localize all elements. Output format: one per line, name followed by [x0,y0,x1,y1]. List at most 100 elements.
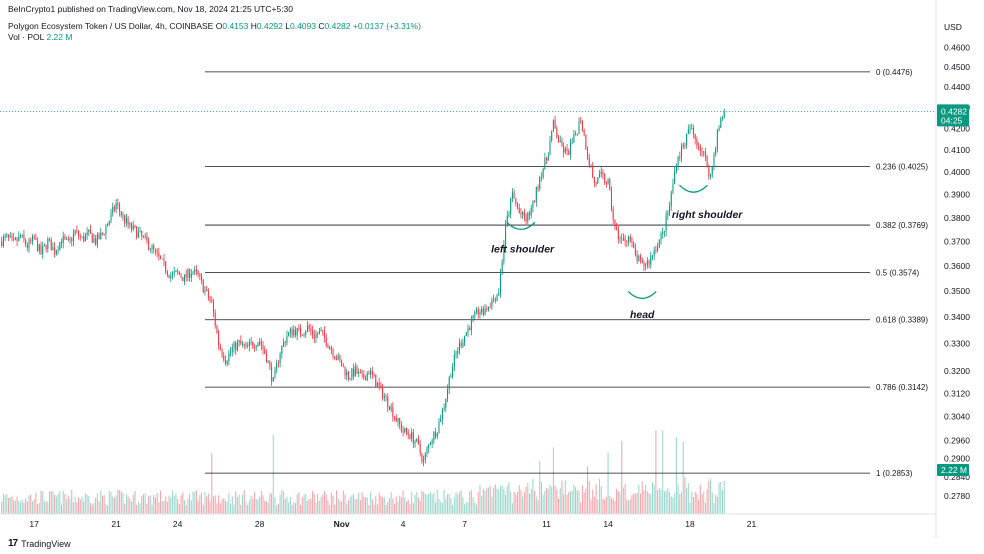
volume-bar [694,492,696,514]
volume-bar [371,499,373,514]
volume-bar [382,497,384,514]
volume-bar [472,497,474,514]
candle-body [617,229,619,240]
volume-bar [238,494,240,514]
candle-body [214,312,216,326]
candle-body [457,350,459,354]
price-axis[interactable]: 0.46000.45000.44000.43000.42000.41000.40… [944,43,970,502]
volume-bar [679,494,681,514]
volume-bar [423,492,425,514]
candle-body [677,156,679,167]
x-tick-label: 24 [173,519,183,529]
candle-body [600,171,602,174]
candle-body [643,262,645,267]
volume-bar [59,491,61,514]
volume-bar [481,495,483,514]
volume-bar [616,488,618,514]
volume-bar [505,494,507,514]
candle-body [30,240,32,242]
volume-bar [517,491,519,514]
candle-body [440,419,442,422]
candle-body [539,177,541,189]
candle-body [631,241,633,243]
volume-bar [305,493,307,514]
volume-bar [421,490,423,514]
candle-body [508,214,510,216]
candle-body [33,236,35,239]
volume-bar [206,496,208,514]
candle-body [686,133,688,146]
candle-body [19,236,22,237]
volume-bar [252,498,254,514]
candle-body [190,273,192,278]
candle-body [98,234,100,240]
volume-bar [598,479,601,514]
volume-bar [105,504,107,514]
candle-body [23,234,25,240]
candle-body [616,226,618,230]
candle-body [501,261,503,274]
candle-body [26,244,28,249]
volume-bar [645,484,647,514]
last-price-badge [937,104,969,127]
volume-bar [84,493,86,514]
candle-body [269,361,271,367]
volume-bar [576,490,578,514]
volume-bar [101,495,104,514]
candle-body [101,232,104,235]
candle-body [236,342,238,351]
candle-body [517,203,519,208]
candle-body [16,238,18,242]
candle-body [667,213,669,216]
candle-body [511,192,513,199]
volume-bar [129,498,131,514]
candle-body [11,236,13,238]
volume-bar [168,495,170,514]
volume-bar [300,505,302,514]
y-tick-label: 0.3200 [944,366,970,376]
candle-body [674,171,676,184]
candle-body [472,315,474,319]
volume-bar [634,493,636,514]
volume-bar [440,501,442,514]
candle-body [54,247,56,255]
volume-bar [520,490,522,514]
candle-body [698,145,700,147]
candle-body [710,174,712,177]
candle-body [212,301,215,313]
candle-body [419,444,421,454]
volume-bar [568,492,570,514]
volume-bar [636,493,638,514]
candle-body [416,438,418,442]
candle-body [363,374,365,379]
volume-bar [243,490,245,514]
candle-body [154,249,156,251]
candle-body [651,255,653,257]
volume-bar [580,502,582,514]
annotation-label: right shoulder [672,209,743,221]
volume-bar [146,503,148,514]
candle-body [566,148,568,151]
volume-bar [288,502,290,514]
volume-bar [397,501,399,514]
volume-bar [161,501,163,514]
volume-bar [124,503,126,514]
time-axis[interactable]: 17 21 24 28 Nov 4 7 11 14 18 21 [29,519,756,529]
volume-bar [353,494,355,514]
candle-body [146,236,148,241]
candle-body [230,351,232,354]
candle-body [42,246,44,255]
candle-body [446,389,449,399]
candle-body [534,201,536,203]
price-chart[interactable]: 0 (0.4476) 0.236 (0.4025) 0.382 (0.3769) 0.… [0,0,984,538]
annotation-arc [506,221,536,231]
volume-bar [257,499,259,514]
candle-body [286,335,288,344]
candle-body [76,230,78,232]
candle-body [364,378,367,381]
candle-body [71,238,73,242]
volume-bar [281,489,283,514]
candle-body [477,309,479,315]
volume-bar [337,498,339,514]
candle-body [306,325,308,332]
